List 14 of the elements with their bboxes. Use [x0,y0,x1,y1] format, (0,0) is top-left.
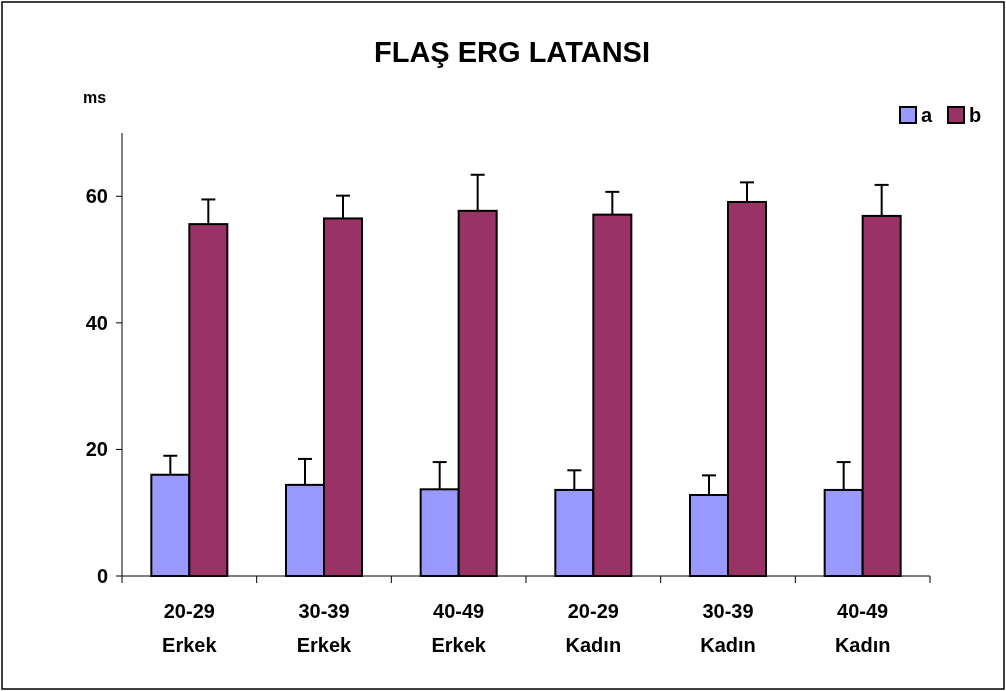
chart-title: FLAŞ ERG LATANSI [373,36,651,68]
x-tick-label: 30-39 Erkek [296,600,353,656]
x-tick-label: 40-49 Erkek [431,600,487,656]
x-tick-label: 20-29 Kadın [565,600,622,656]
y-tick-label: 0 [96,565,108,587]
x-tick-label: 30-39 Kadın [700,600,756,656]
y-tick-label: 60 [85,185,108,208]
y-tick-label: 40 [85,311,108,334]
legend-label: b [969,104,982,126]
x-tick-label: 20-29 Erkek [162,600,218,656]
x-tick-label: 40-49 Kadın [834,600,891,656]
y-axis-title: ms [83,89,107,106]
legend-label: a [921,104,933,126]
y-tick-label: 20 [85,438,108,461]
